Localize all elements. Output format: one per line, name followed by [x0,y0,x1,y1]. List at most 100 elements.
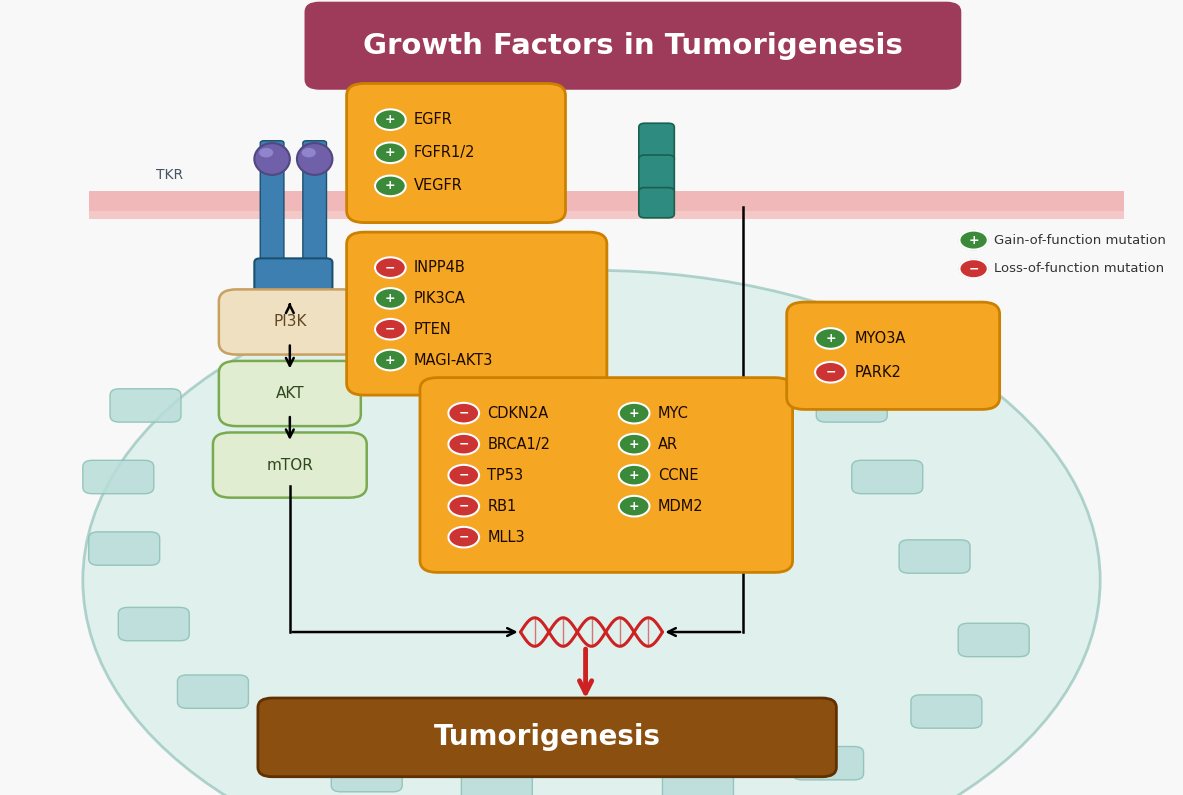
Bar [89,191,1124,211]
Text: +: + [969,234,978,246]
Text: Tumorigenesis: Tumorigenesis [434,723,660,751]
Text: −: − [459,500,468,513]
Text: +: + [386,146,395,159]
Text: MDM2: MDM2 [658,498,704,514]
FancyBboxPatch shape [258,698,836,777]
Circle shape [375,288,406,308]
Circle shape [619,465,649,486]
FancyBboxPatch shape [662,770,733,795]
FancyBboxPatch shape [260,141,284,281]
FancyBboxPatch shape [110,389,181,422]
FancyBboxPatch shape [639,123,674,163]
Circle shape [815,362,846,382]
Ellipse shape [83,270,1100,795]
Text: −: − [459,531,468,544]
Text: −: − [969,262,978,275]
FancyBboxPatch shape [639,155,674,195]
FancyBboxPatch shape [89,532,160,565]
Ellipse shape [297,143,332,175]
Ellipse shape [302,148,316,157]
Text: MLL3: MLL3 [487,529,525,545]
Text: −: − [386,323,395,335]
Circle shape [375,109,406,130]
Circle shape [375,176,406,196]
Bar [89,205,1124,219]
FancyBboxPatch shape [347,232,607,395]
Text: AR: AR [658,436,678,452]
Circle shape [448,496,479,517]
Circle shape [619,403,649,424]
FancyBboxPatch shape [305,2,961,89]
Ellipse shape [668,400,739,460]
Text: −: − [386,261,395,274]
Text: BRCA1/2: BRCA1/2 [487,436,550,452]
Text: CCNE: CCNE [658,467,698,483]
Circle shape [448,527,479,548]
Circle shape [959,231,988,250]
Text: −: − [459,407,468,420]
FancyBboxPatch shape [303,141,327,281]
Text: Growth Factors in Tumorigenesis: Growth Factors in Tumorigenesis [363,32,903,60]
FancyBboxPatch shape [461,770,532,795]
Circle shape [959,259,988,278]
FancyBboxPatch shape [219,289,361,355]
Circle shape [815,328,846,349]
Text: VEGFR: VEGFR [414,178,463,193]
Circle shape [448,465,479,486]
Text: EGFR: EGFR [414,112,453,127]
Text: +: + [826,332,835,345]
Text: MYC: MYC [658,405,689,421]
Text: mTOR: mTOR [266,458,313,472]
Text: MAGI-AKT3: MAGI-AKT3 [414,352,493,367]
Text: TKR: TKR [156,168,182,182]
FancyBboxPatch shape [899,540,970,573]
FancyBboxPatch shape [958,623,1029,657]
Circle shape [375,319,406,339]
Text: Loss-of-function mutation: Loss-of-function mutation [994,262,1164,275]
Text: −: − [459,469,468,482]
Circle shape [375,350,406,370]
Text: Gain-of-function mutation: Gain-of-function mutation [994,234,1165,246]
Text: RB1: RB1 [487,498,517,514]
Text: PI3K: PI3K [273,315,306,329]
Text: INPP4B: INPP4B [414,260,466,275]
FancyBboxPatch shape [787,302,1000,409]
Text: +: + [629,500,640,513]
FancyBboxPatch shape [793,747,864,780]
FancyBboxPatch shape [83,460,154,494]
Text: +: + [629,438,640,451]
Circle shape [448,434,479,455]
Text: PTEN: PTEN [414,322,452,337]
Circle shape [619,496,649,517]
FancyBboxPatch shape [852,460,923,494]
FancyBboxPatch shape [177,675,248,708]
Circle shape [375,258,406,278]
Text: +: + [386,180,395,192]
Circle shape [619,434,649,455]
Text: PIK3CA: PIK3CA [414,291,466,306]
FancyBboxPatch shape [331,758,402,792]
Text: +: + [629,469,640,482]
Ellipse shape [254,143,290,175]
FancyBboxPatch shape [639,188,674,218]
Text: TP53: TP53 [487,467,524,483]
FancyBboxPatch shape [420,378,793,572]
Text: −: − [459,438,468,451]
FancyBboxPatch shape [911,695,982,728]
FancyBboxPatch shape [118,607,189,641]
Circle shape [448,403,479,424]
Text: MYO3A: MYO3A [854,331,905,346]
FancyBboxPatch shape [213,432,367,498]
Text: AssayGenie: AssayGenie [465,382,718,421]
Text: PARK2: PARK2 [854,365,901,380]
Text: +: + [386,113,395,126]
FancyBboxPatch shape [219,361,361,426]
FancyBboxPatch shape [816,389,887,422]
FancyBboxPatch shape [254,258,332,306]
Text: +: + [386,292,395,305]
Text: AKT: AKT [276,386,304,401]
FancyBboxPatch shape [347,83,565,223]
Text: +: + [629,407,640,420]
Text: +: + [386,354,395,366]
Text: CDKN2A: CDKN2A [487,405,549,421]
